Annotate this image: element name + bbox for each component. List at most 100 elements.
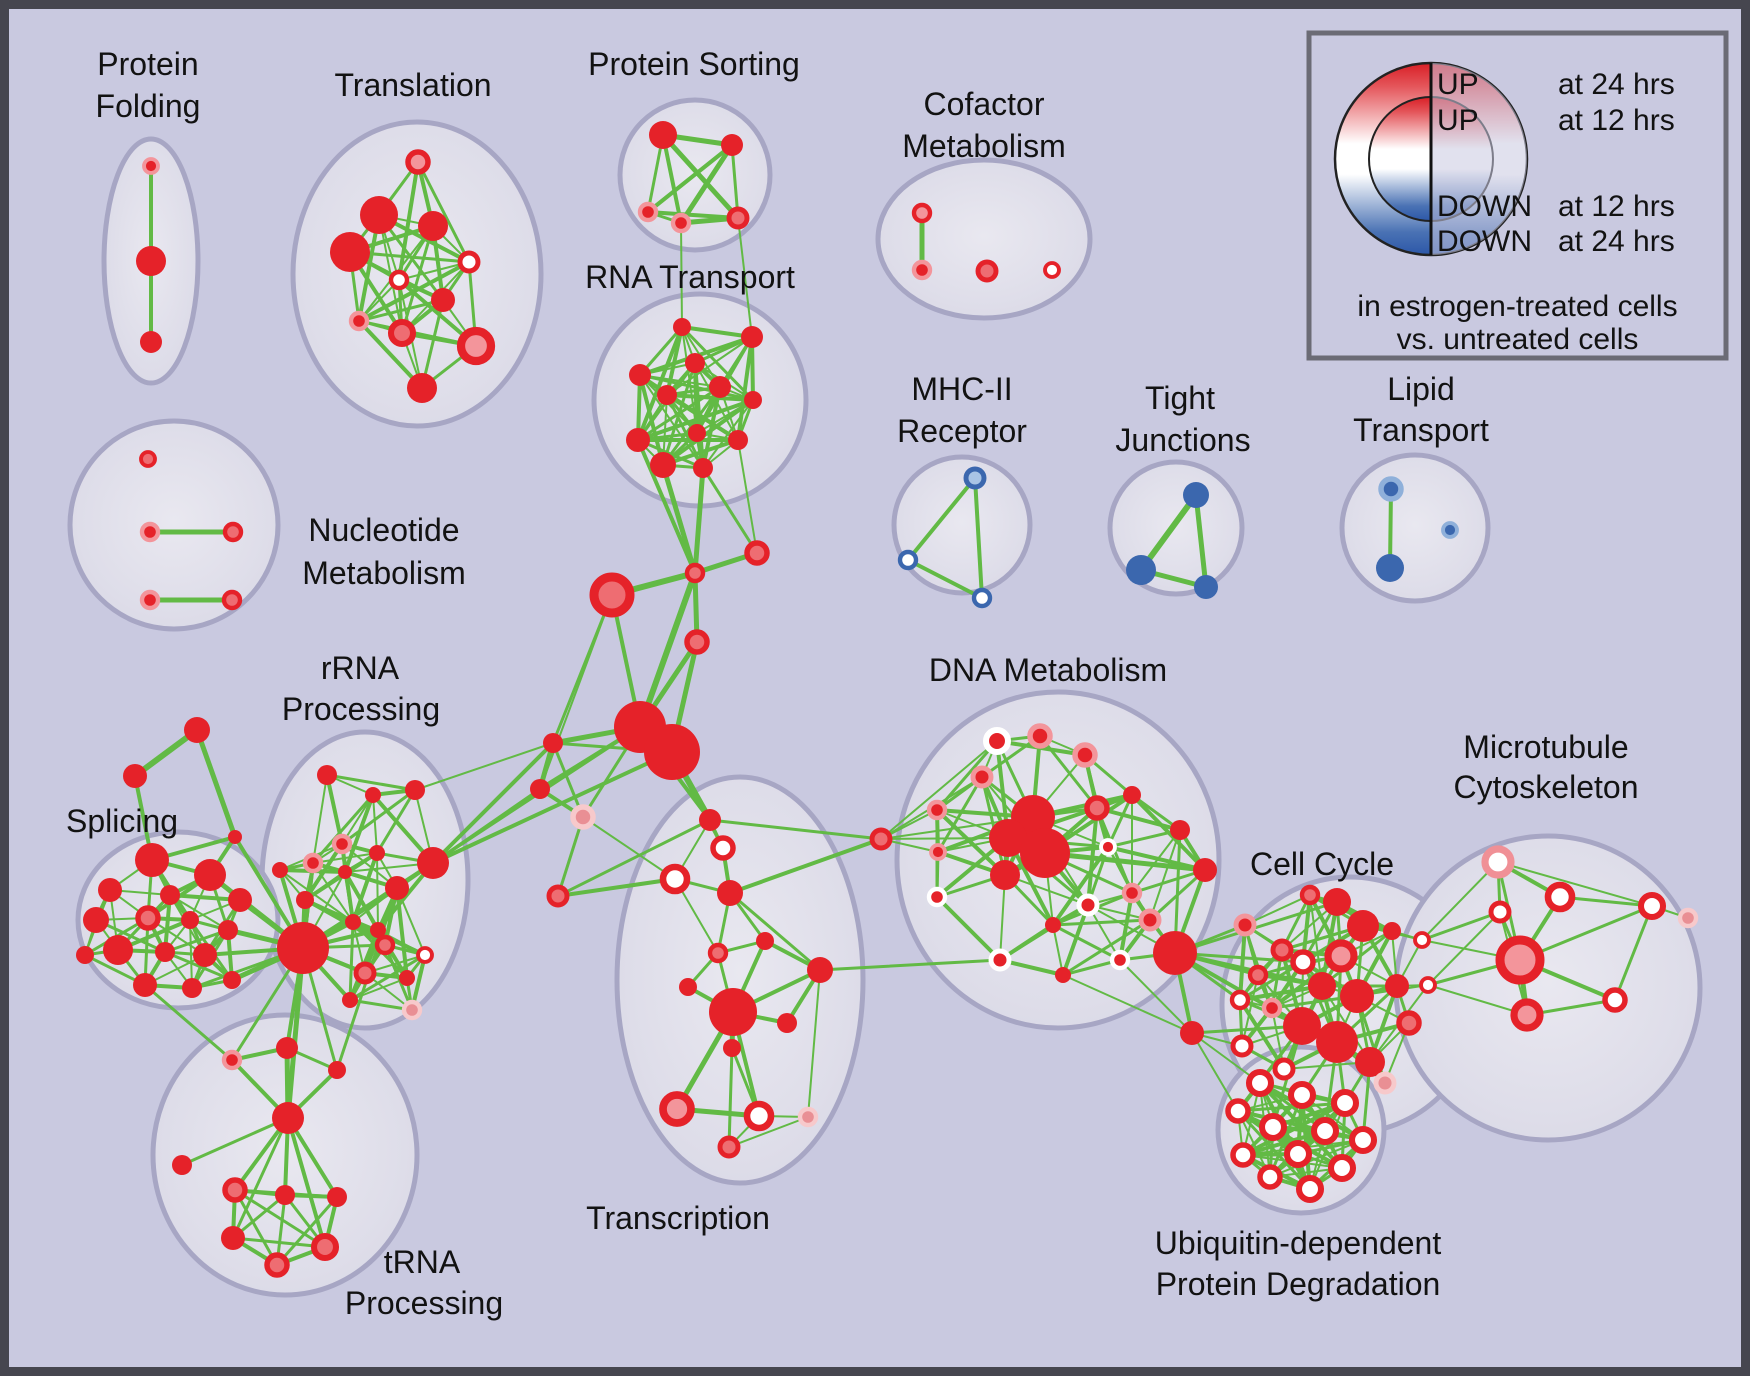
- network-node-180-sp: [264, 1252, 290, 1278]
- cluster-label: Protein Sorting: [588, 46, 800, 82]
- network-node-4-r: [360, 196, 398, 234]
- network-node-155-pr: [302, 852, 324, 874]
- network-node-192-rw: [1295, 1174, 1325, 1204]
- cluster-label: Processing: [345, 1285, 503, 1321]
- network-node-49-sp: [684, 562, 706, 584]
- network-node-119-pl: [1373, 1071, 1397, 1095]
- network-edge: [163, 928, 230, 954]
- network-node-5-r: [418, 211, 448, 241]
- network-node-136-r: [83, 907, 109, 933]
- cluster-label: Protein Degradation: [1156, 1266, 1441, 1302]
- network-node-67-r: [709, 988, 757, 1036]
- network-node-165-r: [399, 970, 415, 986]
- legend-time-label: at 12 hrs: [1558, 190, 1675, 223]
- network-edge: [1309, 1102, 1346, 1190]
- network-node-102-sp: [1247, 964, 1269, 986]
- network-edge: [661, 398, 755, 467]
- network-edge: [539, 594, 613, 790]
- network-node-100-pr: [1233, 913, 1257, 937]
- network-node-39-r: [626, 428, 650, 452]
- network-node-36-r: [657, 385, 677, 405]
- network-edge: [678, 142, 735, 226]
- network-edge: [1241, 974, 1259, 1047]
- network-node-164-sp: [353, 961, 377, 985]
- network-node-24-bw: [897, 549, 919, 571]
- network-node-157-r: [369, 845, 385, 861]
- network-node-184-rw: [1225, 1098, 1251, 1124]
- network-node-191-rw: [1257, 1164, 1283, 1190]
- cluster-label: RNA Transport: [585, 259, 795, 295]
- network-edge: [348, 920, 355, 1002]
- network-node-96-r: [1055, 967, 1071, 983]
- network-node-132-r: [194, 859, 226, 891]
- network-node-86-r: [989, 819, 1027, 857]
- network-edge: [1320, 900, 1339, 988]
- network-edge: [180, 1116, 290, 1167]
- network-edge: [1106, 828, 1182, 849]
- network-node-88-r: [990, 860, 1020, 890]
- network-edge: [1238, 923, 1247, 1002]
- network-edge: [312, 774, 328, 864]
- network-edge: [340, 788, 417, 846]
- legend-caption-line: in estrogen-treated cells: [1357, 290, 1677, 323]
- network-edge: [935, 895, 1002, 962]
- network-edge: [1062, 974, 1193, 1034]
- network-node-59-rw: [710, 835, 736, 861]
- network-node-3-rp: [405, 149, 431, 175]
- network-node-52-sp: [684, 629, 710, 655]
- network-node-35-r: [629, 364, 651, 386]
- network-node-83-wr: [1099, 838, 1117, 856]
- network-node-69-r: [723, 1039, 741, 1057]
- network-edge: [163, 950, 234, 982]
- network-node-154-pr: [331, 833, 353, 855]
- network-edge: [1095, 806, 1182, 832]
- legend-time-label: at 24 hrs: [1558, 225, 1675, 258]
- cluster-nucleotide-metabolism: [67, 418, 281, 632]
- network-edge: [414, 742, 554, 791]
- network-edge: [357, 319, 424, 390]
- network-node-79-pr: [926, 799, 948, 821]
- network-edge: [1106, 793, 1134, 849]
- network-edge: [312, 852, 378, 864]
- cluster-label: Lipid: [1387, 371, 1455, 407]
- network-node-150-r: [277, 922, 329, 974]
- cluster-microtubule-cytoskeleton: [1393, 833, 1703, 1143]
- network-node-15-r: [721, 134, 743, 156]
- network-node-57-pl: [570, 804, 596, 830]
- network-node-153-r: [405, 780, 425, 800]
- network-node-110-r: [1340, 979, 1374, 1013]
- network-edge: [1130, 868, 1207, 895]
- network-edge: [936, 775, 984, 854]
- network-node-92-r: [1170, 820, 1190, 840]
- network-node-171-r: [172, 1155, 192, 1175]
- network-node-160-r: [345, 914, 361, 930]
- nodes-layer: [76, 121, 1699, 1278]
- network-node-156-r: [338, 865, 352, 879]
- network-node-99-r: [1180, 1021, 1204, 1045]
- network-node-9-r: [431, 288, 455, 312]
- network-node-48-sp: [221, 589, 243, 611]
- network-edge: [1038, 734, 1099, 810]
- network-edge: [680, 325, 754, 339]
- network-edge: [431, 787, 542, 865]
- network-node-71-rw: [743, 1100, 775, 1132]
- network-node-87-r: [1020, 828, 1070, 878]
- network-node-76-pr: [1027, 723, 1053, 749]
- network-edge: [728, 837, 883, 895]
- network-node-54-r: [644, 724, 700, 780]
- network-edge: [231, 1116, 290, 1240]
- network-edge: [1191, 1032, 1239, 1112]
- network-node-13-r: [407, 373, 437, 403]
- network-node-179-sp: [310, 1232, 340, 1262]
- labels-layer: Protein Folding Translation Protein Sorting…: [66, 46, 1639, 1321]
- network-edge: [1052, 924, 1064, 976]
- network-edge: [1051, 923, 1122, 962]
- network-edge: [1131, 829, 1181, 894]
- network-node-10-pr: [348, 310, 370, 332]
- network-edge: [1421, 861, 1499, 941]
- network-node-174-r: [328, 1061, 346, 1079]
- network-edge: [880, 837, 1009, 840]
- network-node-121-rw: [1413, 931, 1431, 949]
- network-edge: [1236, 1109, 1312, 1191]
